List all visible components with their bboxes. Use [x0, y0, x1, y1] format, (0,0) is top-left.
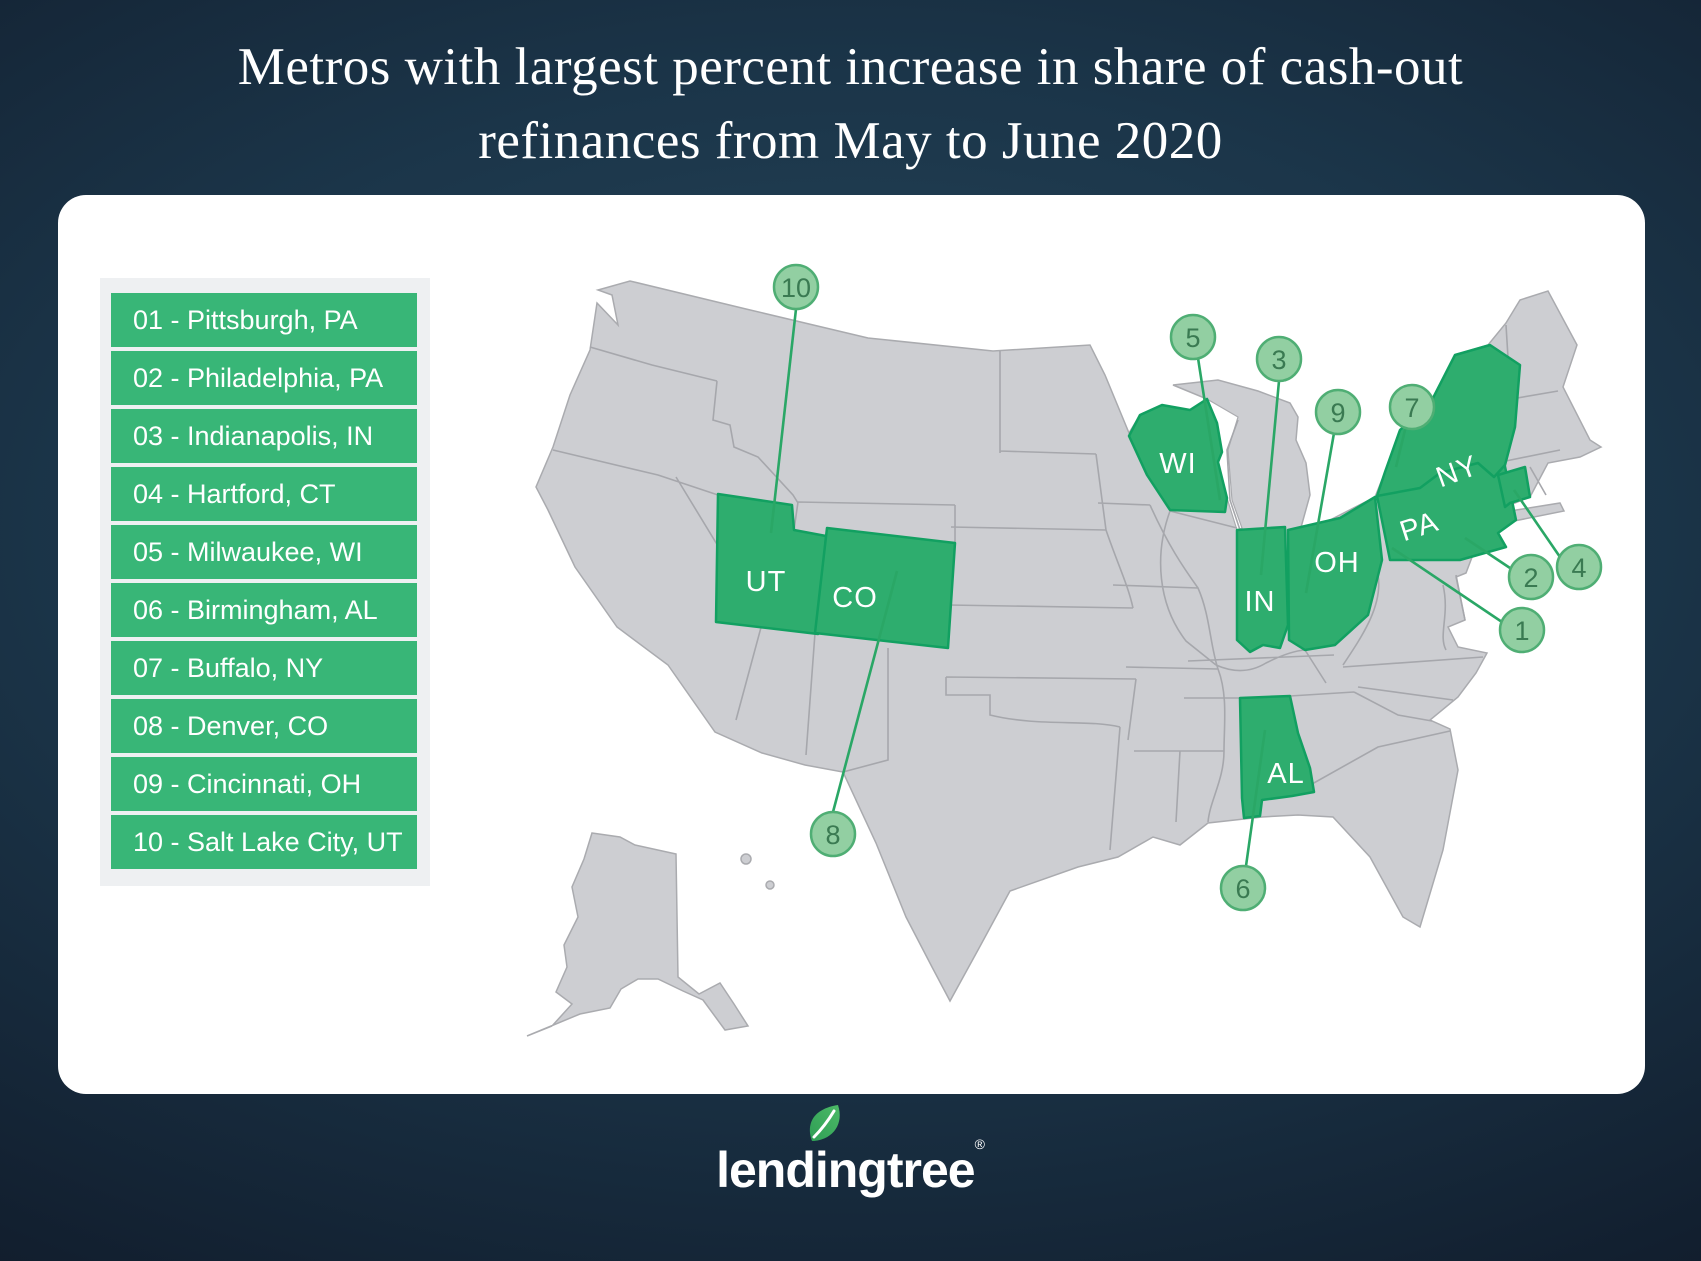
leader-line-6 — [1244, 729, 1267, 867]
leader-line-2 — [1464, 536, 1511, 570]
leader-line-1 — [1391, 546, 1503, 624]
marker-number: 9 — [1330, 398, 1345, 428]
list-item: 09 - Cincinnati, OH — [111, 757, 417, 811]
marker-number: 3 — [1271, 345, 1286, 375]
marker-circle — [1507, 553, 1555, 601]
leaf-icon — [809, 1105, 840, 1141]
long-island — [1508, 502, 1566, 522]
marker-9: 9 — [1314, 388, 1362, 436]
marker-3: 3 — [1255, 335, 1303, 383]
marker-number: 1 — [1514, 616, 1529, 646]
state-new-york — [1375, 343, 1522, 498]
island — [765, 880, 775, 890]
list-item: 05 - Milwaukee, WI — [111, 525, 417, 579]
marker-circle — [1169, 313, 1217, 361]
list-item: 10 - Salt Lake City, UT — [111, 815, 417, 869]
label-ut: UT — [746, 566, 787, 598]
marker-1: 1 — [1498, 606, 1546, 654]
list-item: 07 - Buffalo, NY — [111, 641, 417, 695]
state-connecticut — [1496, 465, 1532, 509]
list-item: 08 - Denver, CO — [111, 699, 417, 753]
marker-circle — [1388, 383, 1436, 431]
us-map: UT CO WI IN OH PA NY AL 10 5 3 9 — [526, 263, 1603, 1037]
state-colorado — [813, 526, 957, 650]
leader-line-4 — [1512, 489, 1562, 558]
list-item: 02 - Philadelphia, PA — [111, 351, 417, 405]
marker-number: 7 — [1404, 393, 1419, 423]
alaska — [526, 832, 750, 1037]
marker-circle — [1255, 335, 1303, 383]
marker-7: 7 — [1388, 383, 1436, 431]
leader-line-7 — [1394, 425, 1408, 468]
metro-rank-list: 01 - Pittsburgh, PA 02 - Philadelphia, P… — [100, 278, 430, 886]
state-indiana — [1235, 525, 1290, 654]
marker-circle — [1498, 606, 1546, 654]
state-wisconsin — [1127, 397, 1229, 514]
state-borders — [552, 324, 1561, 851]
map-card: 01 - Pittsburgh, PA 02 - Philadelphia, P… — [58, 195, 1645, 1094]
lendingtree-logo: lendingtree® — [716, 1105, 985, 1199]
marker-circle — [1314, 388, 1362, 436]
registered-mark: ® — [974, 1136, 985, 1152]
state-alabama — [1238, 694, 1316, 820]
marker-circle — [772, 263, 820, 311]
marker-number: 2 — [1523, 563, 1538, 593]
marker-circle — [1555, 543, 1603, 591]
marker-6: 6 — [1219, 864, 1267, 912]
title-line-2: refinances from May to June 2020 — [478, 112, 1223, 170]
leader-line-10 — [769, 308, 798, 534]
marker-4: 4 — [1555, 543, 1603, 591]
leader-line-8 — [831, 570, 899, 813]
marker-number: 5 — [1185, 323, 1200, 353]
marker-5: 5 — [1169, 313, 1217, 361]
label-al: AL — [1267, 758, 1304, 790]
marker-10: 10 — [772, 263, 820, 311]
label-co: CO — [832, 582, 878, 614]
leader-line-3 — [1259, 380, 1281, 576]
title-line-1: Metros with largest percent increase in … — [237, 38, 1464, 96]
marker-2: 2 — [1507, 553, 1555, 601]
label-oh: OH — [1314, 547, 1360, 579]
label-in: IN — [1245, 586, 1276, 618]
list-item: 03 - Indianapolis, IN — [111, 409, 417, 463]
list-item: 01 - Pittsburgh, PA — [111, 293, 417, 347]
label-wi: WI — [1159, 448, 1196, 480]
page-title: Metros with largest percent increase in … — [0, 30, 1701, 178]
list-item: 06 - Birmingham, AL — [111, 583, 417, 637]
marker-number: 4 — [1571, 553, 1586, 583]
marker-number: 8 — [825, 820, 840, 850]
marker-8: 8 — [809, 810, 857, 858]
state-ohio — [1286, 495, 1384, 652]
island — [740, 853, 752, 865]
list-item: 04 - Hartford, CT — [111, 467, 417, 521]
brand-name: lendingtree — [716, 1142, 975, 1198]
marker-circle — [809, 810, 857, 858]
footer: lendingtree® — [0, 1105, 1701, 1199]
marker-number: 10 — [781, 273, 811, 303]
marker-number: 6 — [1235, 874, 1250, 904]
marker-circle — [1219, 864, 1267, 912]
leader-line-5 — [1196, 357, 1222, 501]
leader-line-9 — [1304, 432, 1336, 594]
